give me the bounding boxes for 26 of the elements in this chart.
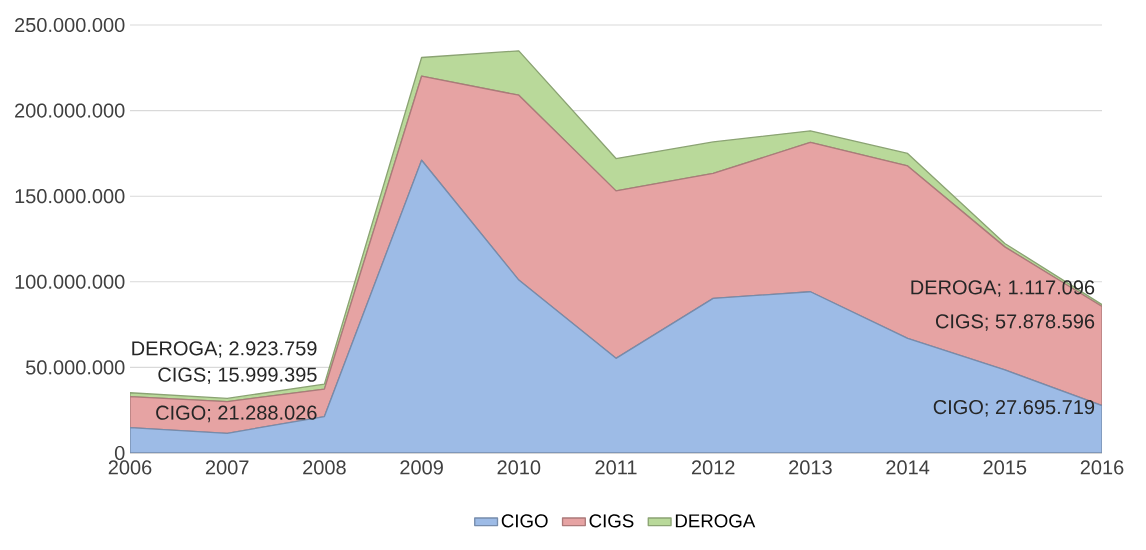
x-tick-label: 2016 bbox=[1080, 460, 1124, 475]
data-label: CIGS; 15.999.395 bbox=[158, 367, 317, 385]
x-tick-label: 2011 bbox=[595, 460, 637, 475]
legend-label: CIGO bbox=[501, 514, 548, 528]
legend-label: CIGS bbox=[589, 514, 634, 528]
y-tick-label: 50.000.000 bbox=[25, 360, 125, 375]
y-tick-label: 0 bbox=[114, 445, 125, 461]
data-label: CIGO; 27.695.719 bbox=[933, 399, 1095, 417]
x-tick-label: 2014 bbox=[886, 460, 930, 475]
legend-label: DEROGA bbox=[675, 514, 756, 528]
x-tick-label: 2008 bbox=[303, 460, 346, 475]
y-tick-label: 200.000.000 bbox=[15, 103, 125, 118]
x-tick-label: 2006 bbox=[108, 460, 152, 475]
x-tick-label: 2012 bbox=[691, 460, 735, 475]
y-tick-label: 150.000.000 bbox=[15, 189, 125, 204]
y-tick-label: 100.000.000 bbox=[15, 274, 125, 289]
x-tick-label: 2007 bbox=[205, 460, 249, 475]
x-tick-label: 2009 bbox=[400, 460, 443, 475]
data-label: DEROGA; 1.117.096 bbox=[911, 280, 1095, 297]
data-label: CIGS; 57.878.596 bbox=[935, 314, 1095, 331]
x-tick-label: 2015 bbox=[983, 460, 1027, 475]
y-tick-label: 250.000.000 bbox=[15, 17, 125, 33]
x-tick-label: 2010 bbox=[497, 460, 541, 475]
x-tick-label: 2013 bbox=[789, 460, 832, 475]
data-label: DEROGA; 2.923.759 bbox=[132, 341, 317, 358]
data-label: CIGO; 21.288.026 bbox=[156, 405, 317, 423]
